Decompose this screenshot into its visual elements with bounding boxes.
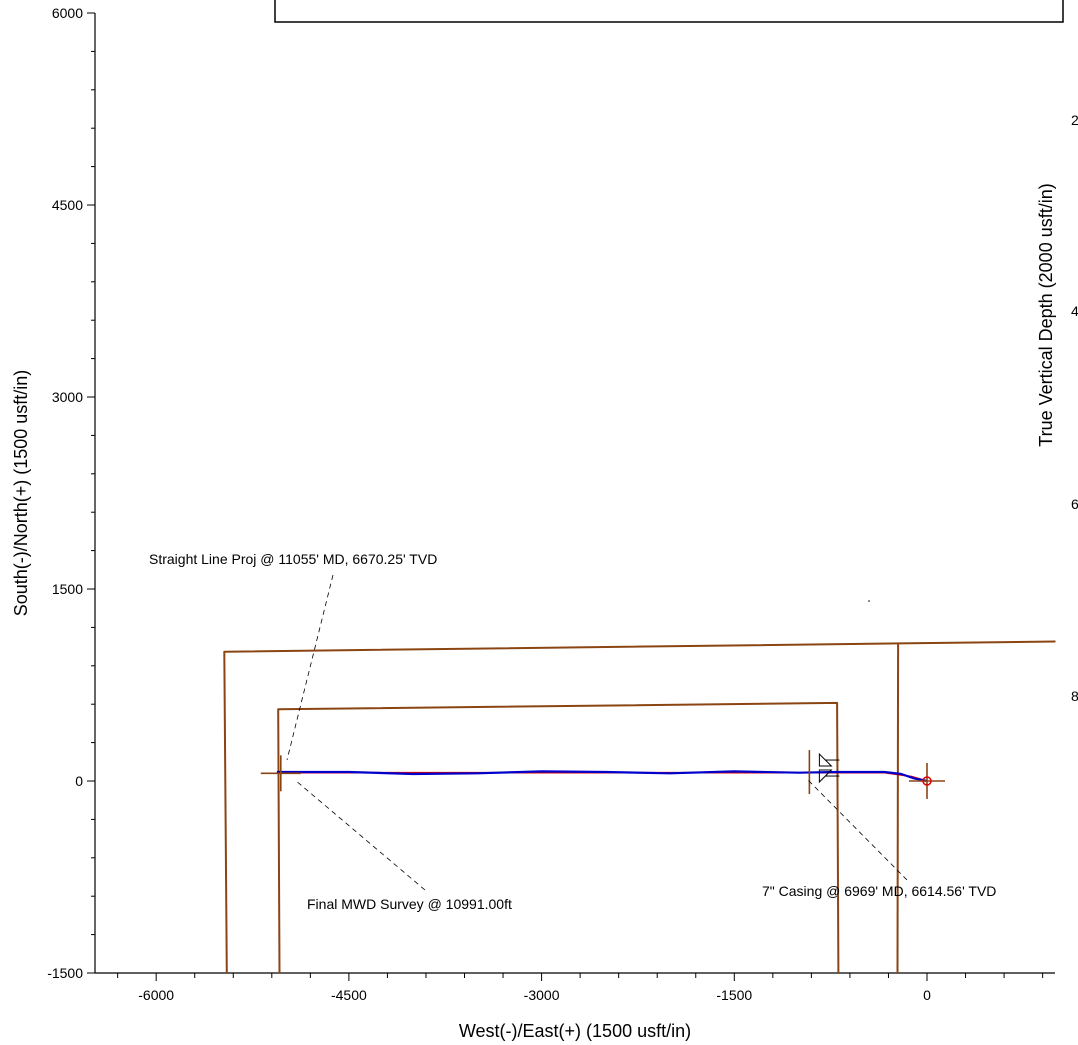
- header-box-frame: [274, 0, 1064, 23]
- x-tick-label: -1500: [716, 987, 752, 1003]
- y-tick-label: -1500: [47, 965, 83, 981]
- series-lease-line-outer: [223, 640, 1056, 974]
- annotation-straight-line-proj: Straight Line Proj @ 11055' MD, 6670.25'…: [149, 551, 437, 567]
- leader-final-mwd: [294, 779, 426, 891]
- x-tick-label: 0: [923, 987, 931, 1003]
- tvd-axis-label: True Vertical Depth (2000 usft/in): [1036, 183, 1056, 446]
- y-tick-label: 0: [75, 773, 83, 789]
- y-tick-label: 1500: [52, 581, 83, 597]
- tvd-tick-fragment: 8: [1071, 688, 1078, 704]
- annotation-final-mwd: Final MWD Survey @ 10991.00ft: [307, 896, 512, 912]
- series-wellbore-plan: [276, 771, 928, 782]
- x-tick-label: -3000: [524, 987, 560, 1003]
- tvd-tick-fragment: 4: [1071, 303, 1078, 319]
- stray-point: [868, 600, 870, 602]
- casing-shoe-icon: [818, 752, 833, 784]
- x-tick-label: -6000: [138, 987, 174, 1003]
- y-tick-label: 6000: [52, 5, 83, 21]
- leader-straight-line-proj: [286, 574, 334, 761]
- tvd-tick-fragment: 2: [1071, 112, 1078, 128]
- y-tick-label: 3000: [52, 389, 83, 405]
- series-wellbore-actual: [276, 770, 928, 783]
- annotation-casing: 7" Casing @ 6969' MD, 6614.56' TVD: [762, 883, 996, 899]
- series-layer: [223, 640, 1056, 974]
- y-axis: 6000 4500 3000 1500 0 -1500: [47, 5, 96, 981]
- y-axis-label: South(-)/North(+) (1500 usft/in): [11, 370, 31, 617]
- x-axis-label: West(-)/East(+) (1500 usft/in): [459, 1021, 691, 1041]
- tvd-tick-fragment: 6: [1071, 496, 1078, 512]
- series-section-line-east: [896, 643, 900, 974]
- y-tick-label: 4500: [52, 197, 83, 213]
- series-setback-line-inner: [277, 701, 840, 974]
- marker-layer: [260, 750, 945, 799]
- surface-location-marker: [922, 776, 932, 786]
- x-tick-label: -4500: [331, 987, 367, 1003]
- x-axis: -6000 -4500 -3000 -1500 0: [95, 972, 1055, 1003]
- leader-casing: [807, 779, 908, 881]
- y-ticks: 6000 4500 3000 1500 0 -1500: [47, 5, 95, 981]
- annotations: Straight Line Proj @ 11055' MD, 6670.25'…: [149, 551, 996, 912]
- x-ticks: -6000 -4500 -3000 -1500 0: [117, 973, 1044, 1003]
